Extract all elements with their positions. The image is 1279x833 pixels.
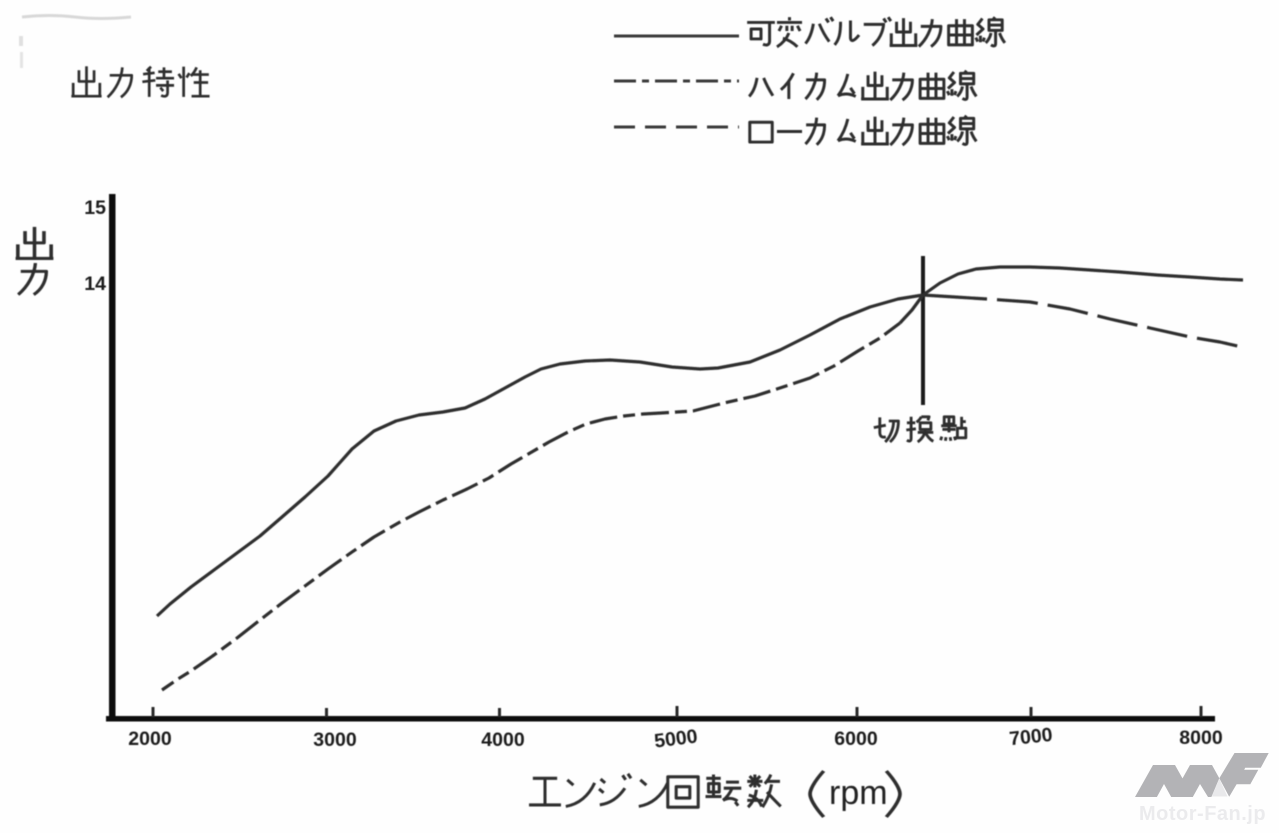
svg-text:Motor-Fan.jp: Motor-Fan.jp xyxy=(1139,803,1266,825)
svg-text:rpm: rpm xyxy=(829,774,888,812)
svg-text:3000: 3000 xyxy=(313,729,357,751)
svg-text:4000: 4000 xyxy=(481,729,525,751)
svg-text:2000: 2000 xyxy=(128,728,172,750)
svg-text:7000: 7000 xyxy=(1008,724,1054,750)
svg-text:15: 15 xyxy=(84,197,106,219)
svg-text:5000: 5000 xyxy=(653,725,699,752)
svg-text:6000: 6000 xyxy=(834,728,878,750)
svg-text:8000: 8000 xyxy=(1179,727,1223,749)
svg-text:14: 14 xyxy=(84,273,106,295)
